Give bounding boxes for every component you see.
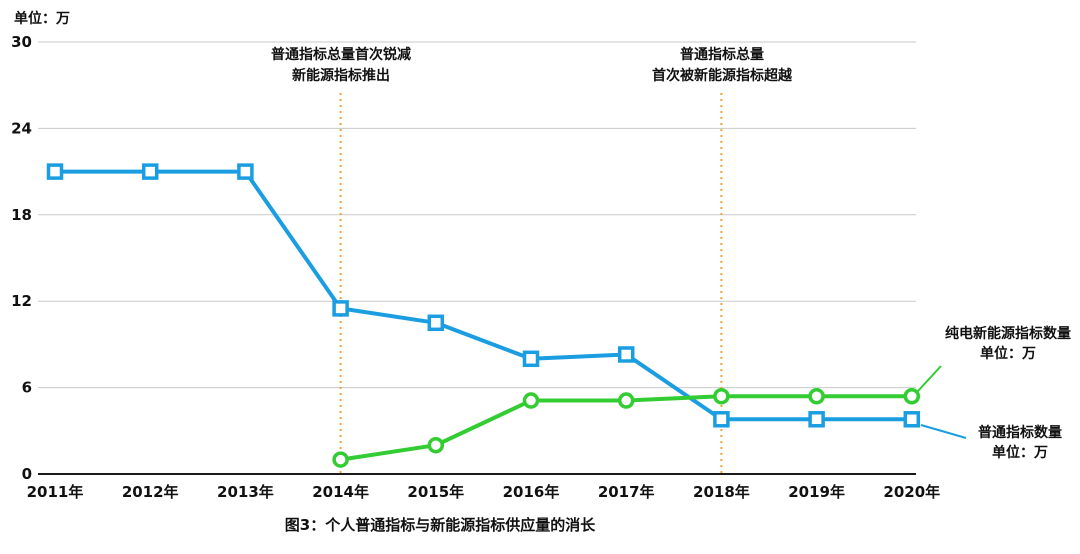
x-tick-label: 2013年 <box>217 483 274 501</box>
y-axis-unit-label: 单位：万 <box>14 11 70 27</box>
marker-square-blue <box>713 411 730 428</box>
annotation-2014: 普通指标总量首次锐减 新能源指标推出 <box>271 45 411 87</box>
chart-title: 图3：个人普通指标与新能源指标供应量的消长 <box>284 516 596 534</box>
y-tick-label: 30 <box>11 33 32 51</box>
marker-circle-green <box>903 387 921 405</box>
marker-square-blue <box>808 411 825 428</box>
y-tick-label: 0 <box>22 465 32 483</box>
blue-series-label: 普通指标数量 单位：万 <box>956 423 1080 463</box>
x-tick-label: 2012年 <box>122 483 179 501</box>
annotation-2014-line2: 新能源指标推出 <box>292 68 390 84</box>
blue-series-label-unit: 单位：万 <box>992 445 1048 461</box>
y-tick-label: 6 <box>22 379 32 397</box>
y-tick-label: 24 <box>11 119 32 137</box>
green-series-label-unit: 单位：万 <box>980 346 1036 362</box>
x-tick-label: 2020年 <box>883 483 940 501</box>
x-tick-label: 2016年 <box>503 483 560 501</box>
marker-circle-green <box>522 392 540 409</box>
marker-square-blue <box>903 411 921 428</box>
x-tick-label: 2019年 <box>788 483 845 501</box>
blue-series-label-name: 普通指标数量 <box>978 425 1062 441</box>
marker-square-blue <box>237 163 254 180</box>
y-tick-label: 18 <box>11 206 32 224</box>
marker-circle-green <box>713 387 730 405</box>
marker-square-blue <box>427 314 445 332</box>
green-label-connector <box>917 365 942 392</box>
marker-circle-green <box>617 392 635 409</box>
marker-circle-green <box>808 387 825 405</box>
green-series-label-name: 纯电新能源指标数量 <box>945 326 1071 342</box>
annotation-2018: 普通指标总量 首次被新能源指标超越 <box>652 45 792 87</box>
x-tick-label: 2015年 <box>407 483 464 501</box>
x-tick-label: 2017年 <box>598 483 655 501</box>
y-tick-label: 12 <box>11 292 32 310</box>
marker-square-blue <box>332 300 349 317</box>
x-tick-label: 2014年 <box>312 483 369 501</box>
marker-circle-green <box>332 451 349 468</box>
marker-square-blue <box>617 346 635 363</box>
marker-circle-green <box>427 436 445 454</box>
series-line-blue <box>53 169 914 422</box>
annotation-2018-line2: 首次被新能源指标超越 <box>652 68 792 84</box>
annotation-2018-line1: 普通指标总量 <box>680 47 764 63</box>
x-tick-label: 2011年 <box>27 483 84 501</box>
marker-square-blue <box>141 163 159 180</box>
marker-square-blue <box>46 163 64 180</box>
x-tick-label: 2018年 <box>693 483 750 501</box>
annotation-2014-line1: 普通指标总量首次锐减 <box>271 47 411 63</box>
blue-label-connector <box>920 424 967 439</box>
marker-square-blue <box>522 350 540 368</box>
green-series-label: 纯电新能源指标数量 单位：万 <box>930 324 1080 364</box>
